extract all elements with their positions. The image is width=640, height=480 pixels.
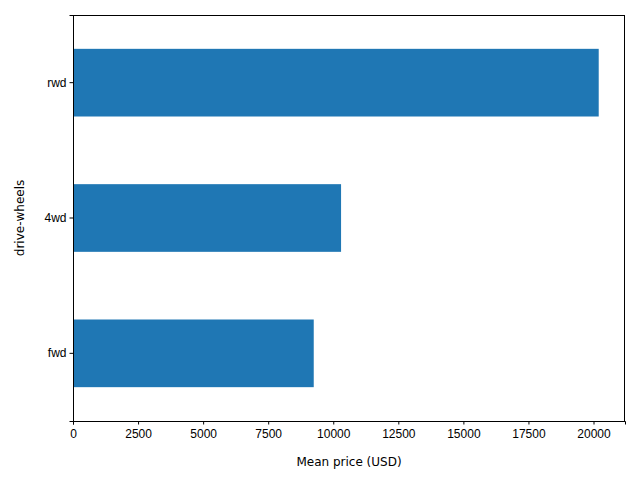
y-tick-mark [70,82,74,83]
x-tick-mark [268,421,269,425]
x-axis: 0 2500 5000 7500 10000 12500 15000 17500 20000 [70,421,625,441]
y-axis-line [70,16,74,422]
x-tick: 7500 [255,421,282,441]
y-tick-mark [70,218,74,219]
x-tick: 0 [70,421,77,441]
x-tick-label: 10000 [317,427,351,441]
x-tick-label: 7500 [255,427,282,441]
x-tick-label: 0 [70,427,77,441]
frame-top [73,15,625,16]
y-tick: fwd [48,346,73,360]
x-tick-label: 17500 [512,427,546,441]
plot-area: 0 2500 5000 7500 10000 12500 15000 17500 20000 fw… [44,15,625,441]
bar [73,49,599,117]
bars [73,49,599,387]
x-tick-mark [398,421,399,425]
x-tick-label: 15000 [447,427,481,441]
x-tick-mark [138,421,139,425]
bar [73,320,314,388]
x-tick: 17500 [512,421,546,441]
y-tick: 4wd [44,211,73,225]
x-tick-mark [528,421,529,425]
y-axis-title: drive-wheels [13,180,27,256]
y-axis: fwd 4wd rwd [44,16,73,422]
x-tick: 15000 [447,421,481,441]
chart: 0 2500 5000 7500 10000 12500 15000 17500 20000 fw… [0,0,640,480]
x-tick-label: 5000 [190,427,217,441]
x-tick-mark [594,421,595,425]
x-axis-title: Mean price (USD) [296,455,401,469]
y-tick-label: fwd [48,346,67,360]
x-tick-label: 20000 [577,427,611,441]
x-tick: 2500 [125,421,152,441]
x-tick-mark [203,421,204,425]
x-tick-label: 2500 [125,427,152,441]
y-tick-label: rwd [47,76,66,90]
x-tick: 5000 [190,421,217,441]
x-tick-mark [333,421,334,425]
x-tick: 20000 [577,421,611,441]
x-axis-line [74,422,626,425]
x-tick: 10000 [317,421,351,441]
x-tick-label: 12500 [382,427,416,441]
y-tick: rwd [47,76,73,90]
x-tick: 12500 [382,421,416,441]
y-tick-mark [70,353,74,354]
x-tick-mark [463,421,464,425]
y-tick-label: 4wd [44,211,66,225]
bar [73,184,341,252]
frame-right [624,15,625,421]
